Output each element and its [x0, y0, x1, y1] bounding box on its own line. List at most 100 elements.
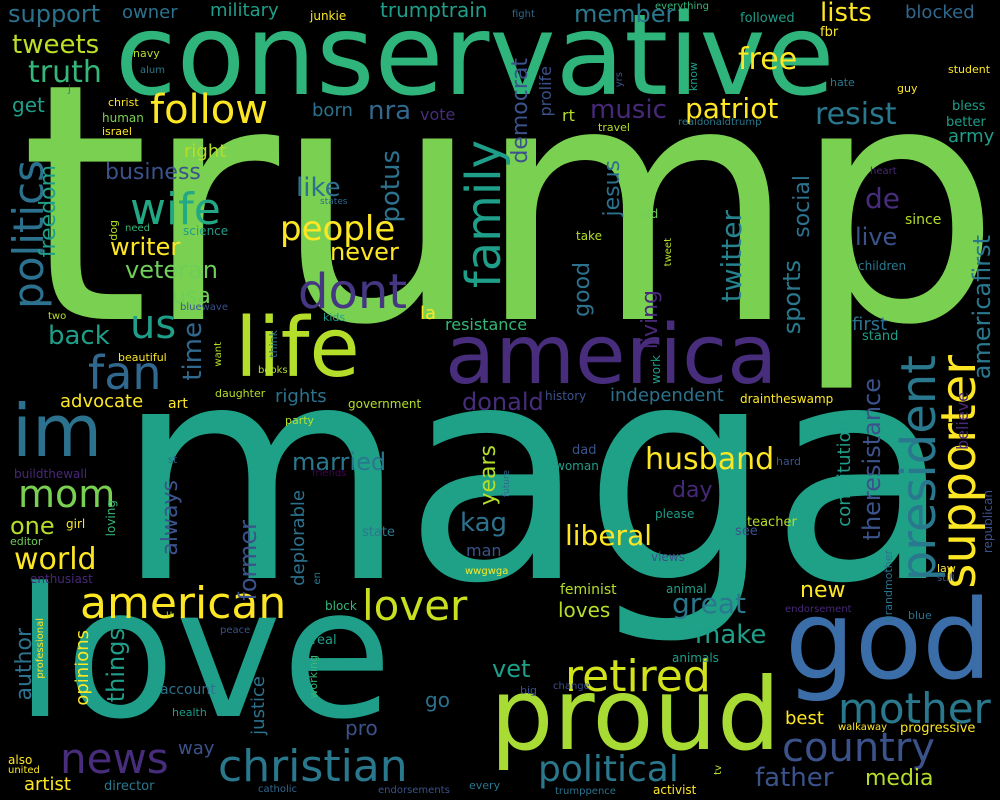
word-father: father — [755, 763, 834, 793]
word-living: living — [638, 290, 663, 350]
word-usa: usa — [172, 284, 211, 309]
word-fan: fan — [88, 346, 162, 400]
word-military: military — [210, 0, 279, 21]
word-vet: vet — [492, 655, 531, 683]
word-grandmother: grandmother — [882, 550, 895, 623]
word-live: live — [855, 223, 898, 251]
word-still: still — [937, 573, 955, 584]
word-human: human — [102, 111, 144, 125]
word-business: business — [105, 160, 201, 185]
word-since: since — [905, 212, 942, 228]
word-twitter: twitter — [715, 210, 748, 303]
word-hard: hard — [776, 455, 802, 468]
word-kag: kag — [460, 508, 508, 538]
word-social: social — [790, 175, 815, 238]
word-country: country — [782, 725, 935, 771]
word-former: former — [234, 520, 262, 601]
word-director: director — [104, 779, 155, 794]
word-follow: follow — [150, 87, 268, 133]
word-endorsements: endorsements — [378, 785, 450, 796]
word-conservative: conservative — [115, 0, 835, 121]
word-never: never — [330, 238, 399, 266]
word-future: future — [502, 470, 512, 498]
word-lover: lover — [362, 581, 468, 630]
word-im: im — [12, 389, 103, 473]
word-state: state — [362, 525, 395, 540]
word-music: music — [590, 95, 667, 125]
word-animals: animals — [672, 651, 719, 665]
word-theresistance: theresistance — [858, 378, 886, 541]
word-tv: tv — [713, 765, 724, 775]
word-americafirst: americafirst — [968, 235, 996, 380]
word-veteran: veteran — [125, 256, 218, 284]
word-hate: hate — [830, 76, 855, 89]
word-u: u — [166, 609, 173, 620]
word-author: author — [12, 628, 37, 701]
word-love: love — [15, 550, 393, 759]
word-free: free — [738, 42, 798, 77]
word-navy: navy — [133, 47, 160, 60]
word-stand: stand — [862, 329, 899, 344]
word-two: two — [48, 311, 67, 322]
word-trump: trump — [20, 13, 1000, 397]
word-girl: girl — [66, 517, 86, 531]
word-fbr: fbr — [820, 25, 839, 40]
word-writer: writer — [110, 233, 181, 261]
word-married: married — [292, 448, 387, 476]
word-democrat: democrat — [508, 58, 533, 164]
word-prolife: prolife — [536, 66, 555, 117]
word-dont: dont — [298, 264, 408, 320]
word-time: time — [178, 322, 208, 381]
word-israel: israel — [102, 125, 132, 138]
word-travel: travel — [598, 121, 630, 134]
word-working: working — [307, 655, 320, 699]
word-truth: truth — [28, 55, 102, 90]
word-friends: friends — [312, 468, 347, 479]
word-see: see — [735, 524, 758, 539]
word-progressive: progressive — [900, 721, 976, 736]
word-better: better — [946, 115, 986, 130]
word-health: health — [172, 706, 207, 719]
word-back: back — [48, 321, 110, 351]
word-followed: followed — [740, 11, 795, 26]
word-go: go — [425, 688, 450, 712]
word-tweets: tweets — [12, 30, 100, 60]
word-good: good — [570, 262, 595, 317]
word-news: news — [60, 734, 169, 783]
word-mother: mother — [838, 684, 991, 733]
word-j: j — [68, 84, 71, 95]
word-president: president — [891, 355, 947, 582]
word-years: years — [476, 445, 501, 506]
word-make: make — [695, 620, 767, 650]
word-tweet: tweet — [663, 238, 674, 267]
word-history: history — [545, 389, 587, 403]
word-yrs: yrs — [614, 72, 625, 88]
word-donald: donald — [462, 388, 544, 416]
word-patriot: patriot — [685, 92, 779, 125]
word-dog: dog — [107, 220, 120, 241]
word-animal: animal — [666, 582, 707, 596]
word-daughter: daughter — [215, 387, 266, 400]
word-every: every — [469, 779, 501, 792]
word-la: la — [420, 303, 437, 324]
word-peace: peace — [220, 625, 251, 636]
word-buildthewall: buildthewall — [14, 467, 88, 481]
word-change: change — [553, 681, 590, 692]
word-account: account — [160, 682, 216, 698]
word-one: one — [10, 512, 55, 540]
word-family: family — [456, 140, 512, 289]
word-support: support — [8, 0, 101, 28]
word-owner: owner — [122, 2, 178, 23]
word-blue: blue — [908, 609, 932, 622]
word-united: united — [8, 765, 40, 776]
word-jesus: jesus — [600, 160, 625, 217]
word-take: take — [576, 229, 602, 243]
word-nra: nra — [368, 96, 412, 126]
word-us: us — [130, 302, 177, 348]
word-born: born — [312, 100, 353, 121]
word-potus: potus — [376, 150, 406, 223]
word-woman: woman — [555, 459, 599, 473]
word-media: media — [865, 766, 934, 791]
word-things: things — [102, 628, 130, 703]
